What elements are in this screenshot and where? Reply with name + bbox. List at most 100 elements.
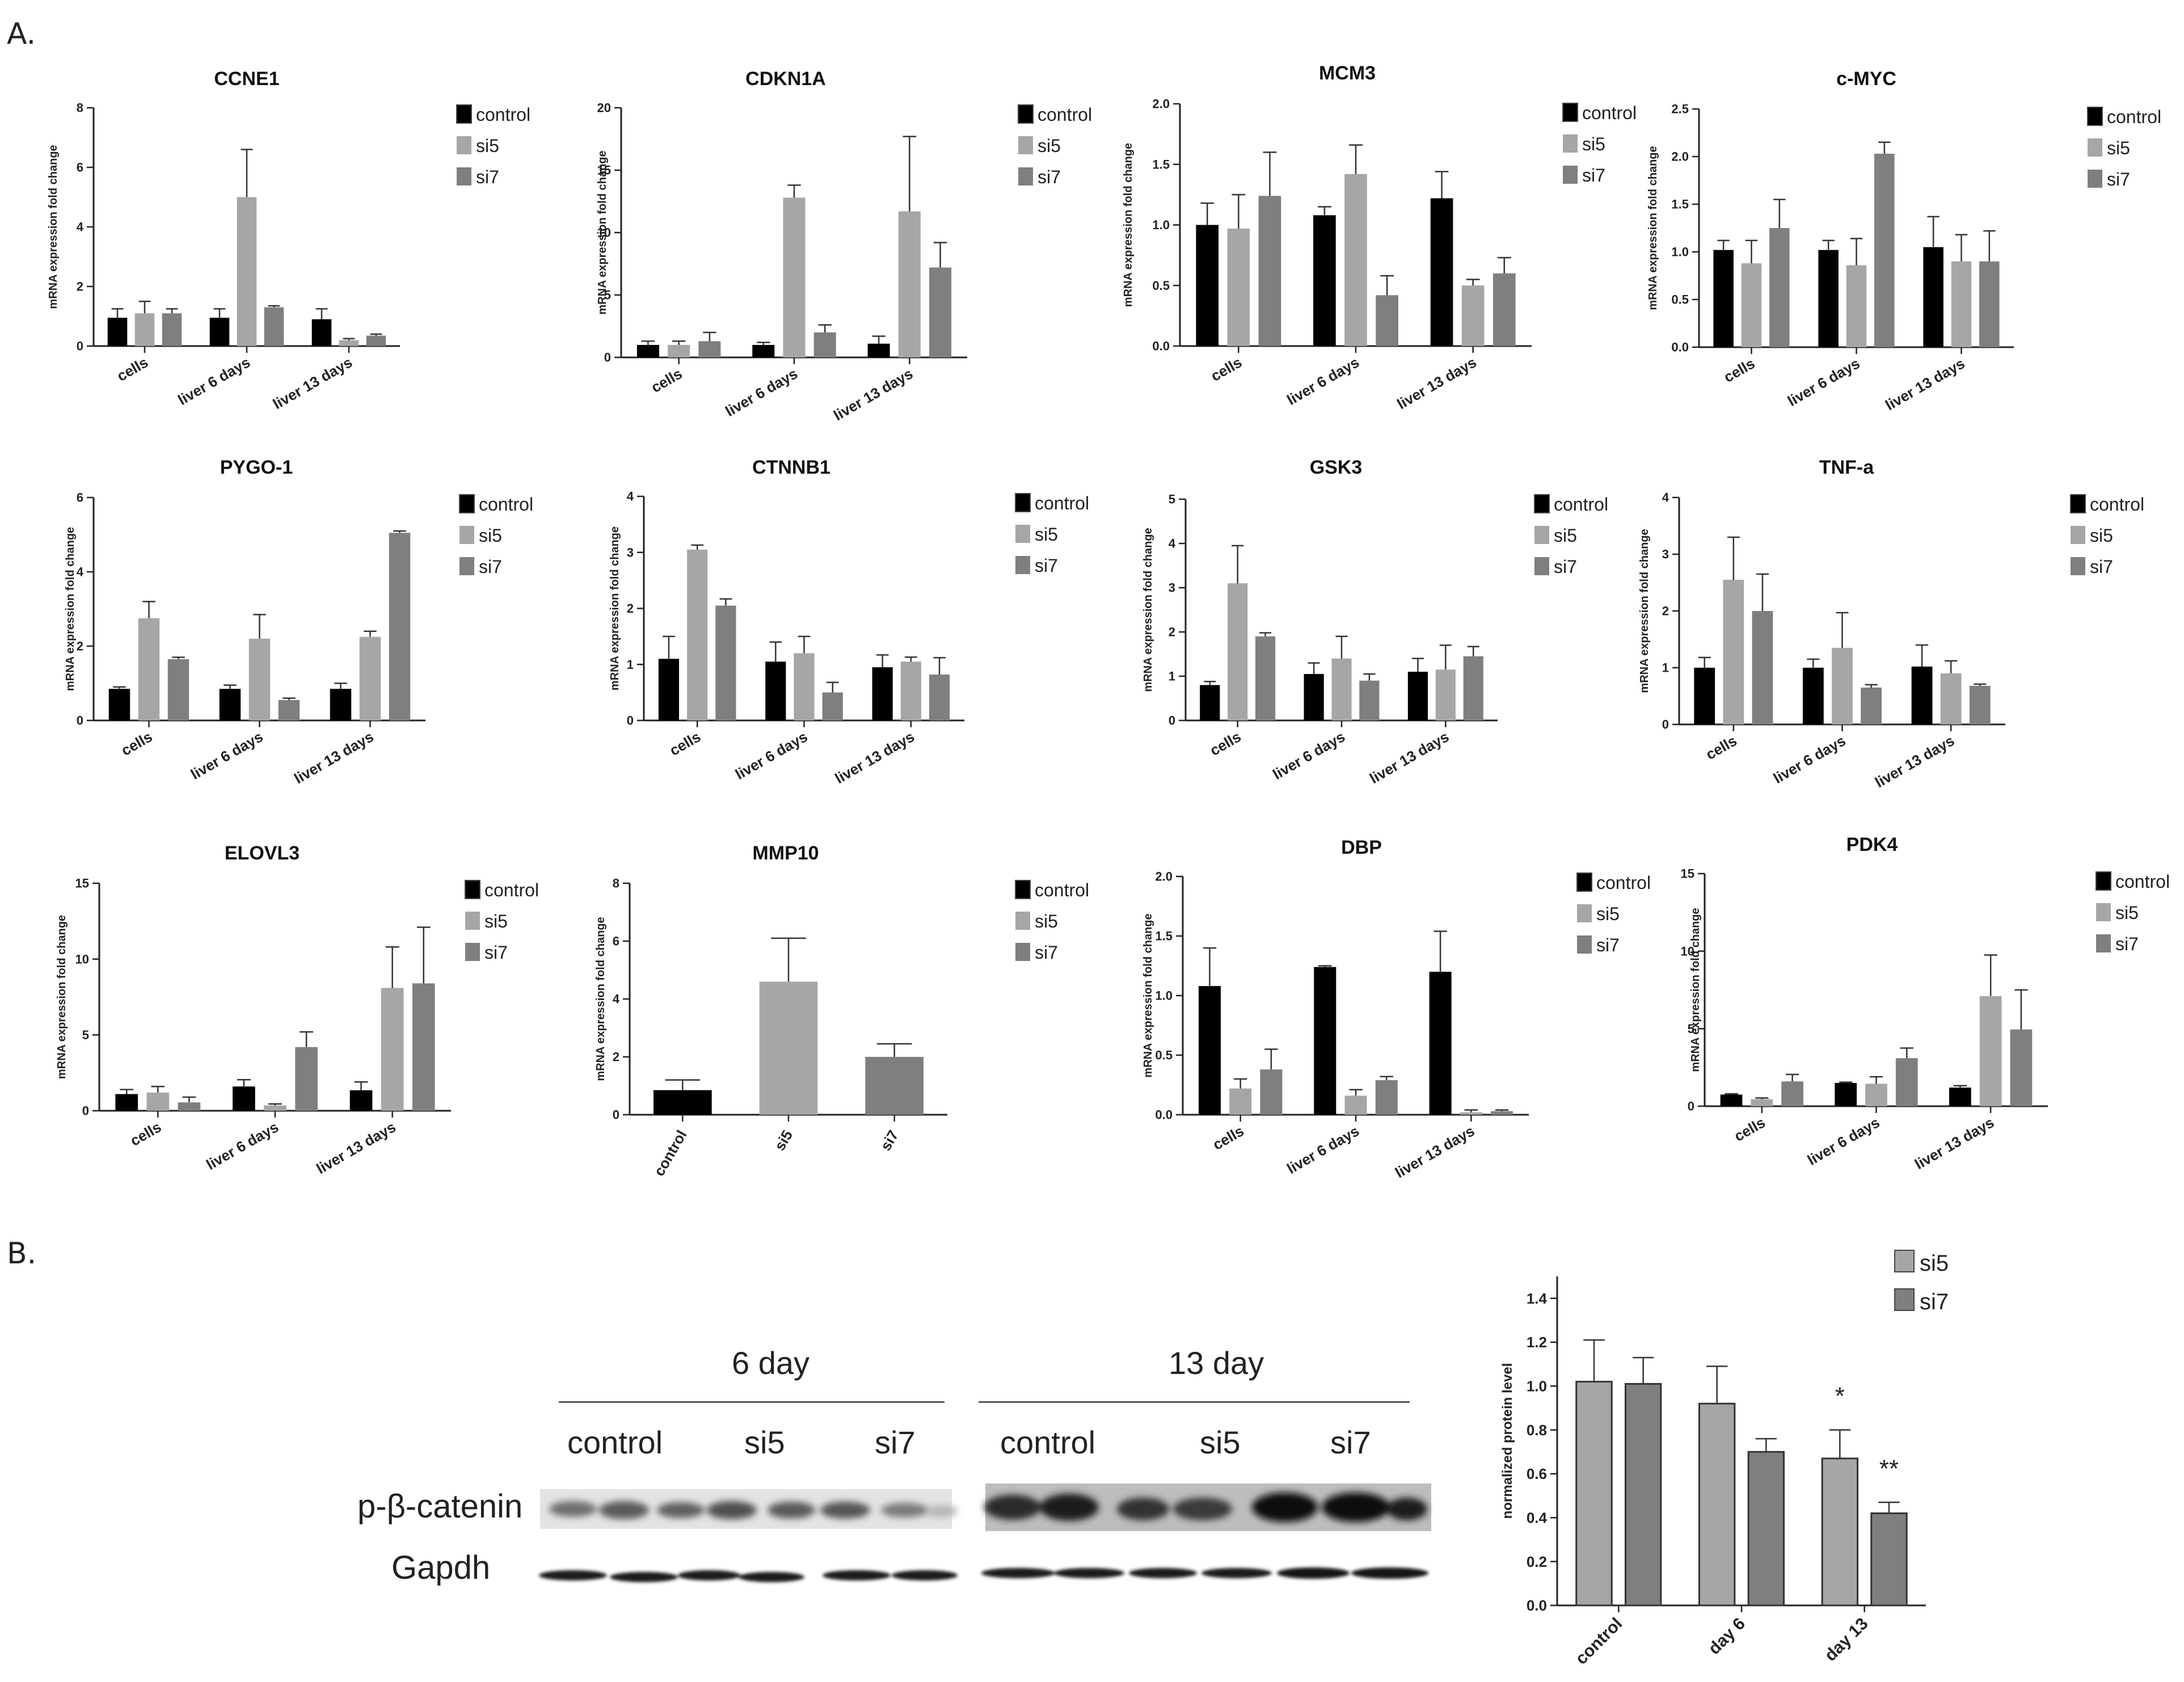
- chart-10-ytick-label-1: 0.5: [1155, 1048, 1173, 1063]
- chart-11-legend-label-2: si7: [2115, 934, 2139, 954]
- chart-2-legend-label-0: control: [1582, 103, 1637, 123]
- chart-3-ytick-label-4: 2.0: [1671, 150, 1689, 164]
- chart-7-category-label-2: liver 13 days: [1872, 732, 1957, 791]
- chart-4-bar-control-0: [108, 689, 130, 720]
- chart-0-title: CCNE1: [214, 68, 279, 90]
- chart-5-bar-si7-0: [715, 605, 736, 720]
- chart-7-bar-control-1: [1802, 668, 1824, 724]
- chart-0-bar-si7-1: [264, 307, 284, 346]
- chart-5-bar-control-2: [872, 667, 893, 720]
- chart-8-legend-label-1: si5: [484, 911, 508, 931]
- chart-2-bar-si5-2: [1461, 285, 1485, 346]
- chart-0-ytick-label-0: 0: [77, 339, 83, 353]
- chart-7-bar-control-0: [1694, 668, 1715, 724]
- chart-5-legend-swatch-0: [1015, 493, 1031, 512]
- p-beta-catenin-bands: [549, 1493, 1427, 1522]
- chart-10-bar-si7-0: [1260, 1069, 1283, 1115]
- chart-2-bar-control-2: [1430, 198, 1453, 346]
- chart-12-ytick-label-0: 0.0: [1527, 1597, 1547, 1614]
- chart-11-category-label-2: liver 13 days: [1912, 1114, 1997, 1173]
- chart-8-bar-si5-0: [146, 1092, 170, 1111]
- g-band-12: [1351, 1567, 1428, 1579]
- chart-2-bar-si5-1: [1344, 174, 1367, 346]
- chart-6-bar-control-0: [1200, 685, 1220, 720]
- chart-4-ytick-label-2: 4: [77, 565, 84, 579]
- chart-1-category-label-2: liver 13 days: [830, 365, 916, 424]
- chart-10-ytick-label-0: 0.0: [1155, 1108, 1173, 1122]
- chart-10-title: DBP: [1341, 837, 1382, 858]
- chart-12-ytick-label-3: 0.6: [1527, 1465, 1547, 1482]
- chart-11-bar-si7-1: [1895, 1058, 1918, 1106]
- chart-11-legend-label-0: control: [2115, 871, 2170, 892]
- chart-3-bar-si7-1: [1874, 153, 1895, 347]
- g-band-5: [823, 1570, 891, 1580]
- chart-5-ytick-label-1: 1: [627, 657, 634, 672]
- chart-12-legend-label-1: si7: [1920, 1289, 1949, 1314]
- chart-3-title: c-MYC: [1836, 68, 1896, 90]
- chart-5-bar-si7-1: [822, 692, 843, 720]
- chart-8-bar-si5-1: [264, 1105, 286, 1111]
- chart-6-bar-si7-0: [1255, 636, 1276, 720]
- chart-4-legend-label-0: control: [479, 494, 533, 515]
- chart-6-legend-label-0: control: [1554, 494, 1608, 515]
- chart-7-title: TNF-a: [1819, 457, 1874, 478]
- chart-9-title: MMP10: [752, 842, 819, 864]
- chart-11-title: PDK4: [1846, 834, 1898, 855]
- chart-4-legend-label-2: si7: [479, 557, 502, 577]
- chart-1-bar-control-1: [752, 345, 775, 357]
- chart-2-category-label-2: liver 13 days: [1394, 353, 1479, 412]
- chart-3-legend-swatch-2: [2088, 170, 2102, 188]
- chart-3-category-label-2: liver 13 days: [1882, 355, 1967, 414]
- chart-12-bar-si7-2: [1870, 1512, 1908, 1607]
- chart-9-legend-swatch-2: [1015, 943, 1030, 961]
- chart-6-bar-si5-1: [1331, 658, 1352, 720]
- chart-3-bar-si5-1: [1846, 265, 1867, 347]
- g-band-3: [678, 1570, 740, 1580]
- chart-9-bar-control-0: [653, 1090, 712, 1115]
- chart-12-bar-si5-0: [1575, 1381, 1613, 1607]
- chart-7-legend-label-1: si5: [2090, 525, 2113, 546]
- chart-3-legend-swatch-1: [2088, 138, 2102, 157]
- chart-0-legend-swatch-1: [457, 136, 471, 154]
- chart-1-category-label-0: cells: [648, 365, 685, 396]
- blot-lane-label-si5-6: si5: [744, 1424, 785, 1460]
- chart-5-category-label-1: liver 6 days: [732, 728, 811, 783]
- chart-0-ylabel: mRNA expression fold change: [47, 145, 60, 309]
- chart-5-bar-si5-1: [794, 653, 815, 720]
- blot-lane-label-si5-13: si5: [1200, 1424, 1241, 1460]
- chart-7-bar-si7-2: [1969, 686, 1991, 724]
- chart-9-legend-swatch-1: [1015, 912, 1030, 930]
- chart-1-bar-si7-0: [698, 341, 721, 357]
- chart-6-title: GSK3: [1310, 457, 1363, 478]
- chart-8-bar-si7-2: [412, 983, 435, 1111]
- chart-6-bar-si7-1: [1359, 680, 1380, 720]
- blot-bands: [539, 1483, 1431, 1582]
- g-band-9: [1129, 1568, 1197, 1578]
- chart-11-category-label-0: cells: [1731, 1114, 1768, 1145]
- chart-7-bar-si5-1: [1832, 648, 1853, 724]
- p-band-13: [1252, 1493, 1318, 1522]
- chart-7-ytick-label-2: 2: [1662, 604, 1669, 618]
- chart-7-ytick-label-0: 0: [1662, 718, 1669, 732]
- chart-6-category-label-0: cells: [1207, 728, 1244, 759]
- p-band-9: [984, 1495, 1041, 1520]
- chart-9-ytick-label-1: 2: [613, 1050, 619, 1064]
- chart-7-legend-swatch-2: [2071, 557, 2085, 575]
- chart-5-bar-si5-0: [687, 549, 708, 720]
- chart-4-ytick-label-3: 6: [77, 491, 83, 505]
- chart-6-legend-label-2: si7: [1554, 557, 1577, 577]
- blot-lane-label-si7-6: si7: [875, 1424, 916, 1460]
- chart-3-bar-control-1: [1818, 250, 1839, 347]
- chart-10-legend-swatch-0: [1576, 872, 1592, 892]
- chart-0-legend-swatch-2: [457, 167, 471, 186]
- p-band-10: [1040, 1494, 1099, 1521]
- chart-0-bar-si7-0: [162, 313, 182, 346]
- chart-11-category-label-1: liver 6 days: [1804, 1114, 1883, 1169]
- chart-4-category-label-2: liver 13 days: [291, 728, 376, 787]
- chart-0-bar-si5-2: [339, 340, 359, 346]
- chart-12-ytick-label-4: 0.8: [1527, 1422, 1547, 1439]
- chart-9-ytick-label-3: 6: [613, 934, 619, 949]
- blot-group-line-6-day: [559, 1401, 945, 1403]
- chart-7-bar-si5-2: [1940, 673, 1962, 724]
